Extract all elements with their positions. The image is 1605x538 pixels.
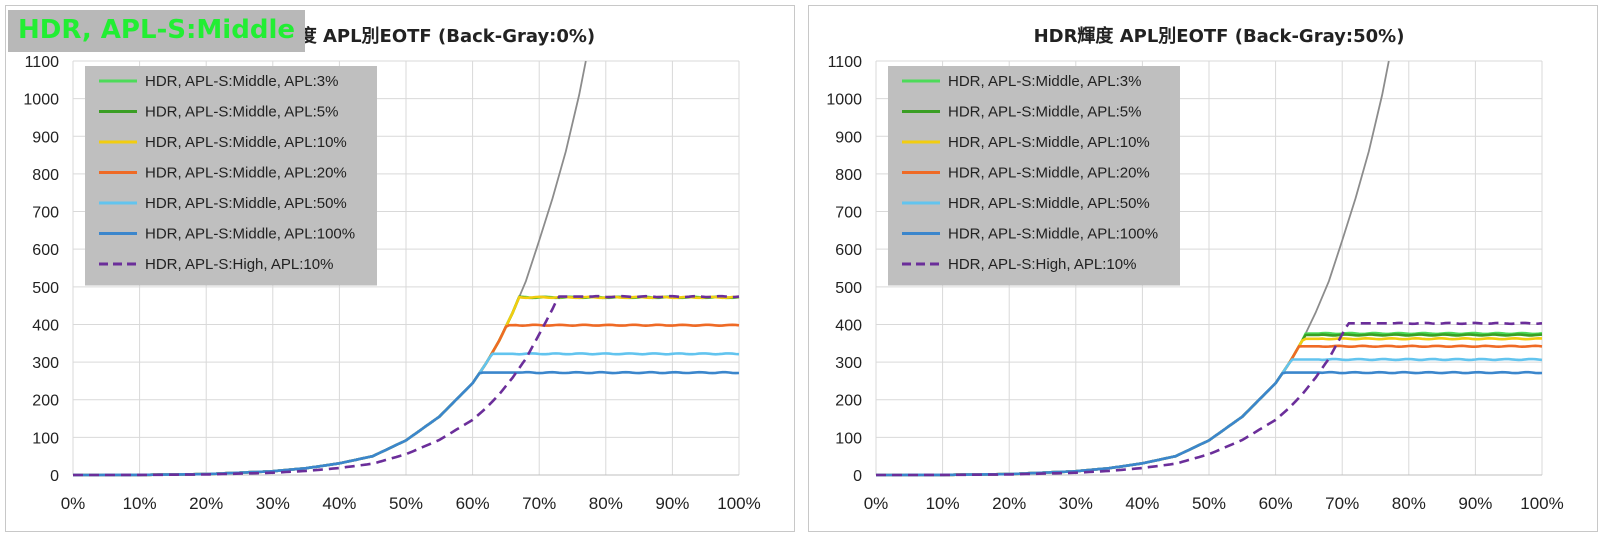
x-tick-label: 50% <box>389 494 423 513</box>
chart-title: HDR輝度 APL別EOTF (Back-Gray:0%) <box>237 25 595 47</box>
legend-label: HDR, APL-S:High, APL:10% <box>145 256 333 273</box>
y-tick-label: 500 <box>32 280 59 297</box>
legend-label: HDR, APL-S:Middle, APL:3% <box>145 73 338 90</box>
x-tick-label: 10% <box>123 494 157 513</box>
y-tick-label: 900 <box>835 129 862 146</box>
y-tick-label: 0 <box>50 468 59 485</box>
legend-label: HDR, APL-S:High, APL:10% <box>948 256 1136 273</box>
x-tick-label: 0% <box>61 494 86 513</box>
series-line <box>73 294 740 477</box>
x-tick-label: 90% <box>655 494 689 513</box>
legend-label: HDR, APL-S:Middle, APL:10% <box>145 134 347 151</box>
legend-label: HDR, APL-S:Middle, APL:50% <box>145 195 347 212</box>
y-tick-label: 600 <box>32 242 59 259</box>
y-tick-label: 100 <box>32 430 59 447</box>
y-tick-label: 600 <box>835 242 862 259</box>
y-tick-label: 800 <box>835 167 862 184</box>
y-tick-label: 400 <box>32 317 59 334</box>
chart-panel-right: HDR輝度 APL別EOTF (Back-Gray:50%) 0 100 200 300… <box>808 5 1598 532</box>
y-tick-label: 1100 <box>828 54 863 71</box>
y-tick-label: 900 <box>32 129 59 146</box>
y-tick-label: 1000 <box>23 92 59 109</box>
y-tick-label: 700 <box>835 205 862 222</box>
legend-box <box>85 66 377 286</box>
x-tick-label: 20% <box>992 494 1026 513</box>
chart-panel-left: HDR輝度 APL別EOTF (Back-Gray:0%) 0 100 200 300 4… <box>5 5 795 532</box>
x-tick-label: 30% <box>256 494 290 513</box>
x-tick-label: 100% <box>717 494 760 513</box>
y-tick-label: 300 <box>32 355 59 372</box>
legend-label: HDR, APL-S:Middle, APL:100% <box>948 226 1158 243</box>
x-tick-label: 80% <box>1392 494 1426 513</box>
legend-label: HDR, APL-S:Middle, APL:20% <box>948 165 1150 182</box>
overlay-label: HDR, APL-S:Middle <box>8 10 305 52</box>
x-tick-label: 60% <box>1259 494 1293 513</box>
y-tick-label: 1100 <box>25 54 60 71</box>
x-tick-label: 70% <box>522 494 556 513</box>
y-tick-label: 800 <box>32 167 59 184</box>
y-tick-label: 400 <box>835 317 862 334</box>
y-tick-label: 0 <box>853 468 862 485</box>
x-tick-label: 60% <box>456 494 490 513</box>
x-tick-label: 40% <box>322 494 356 513</box>
chart-title: HDR輝度 APL別EOTF (Back-Gray:50%) <box>1034 25 1405 47</box>
legend-label: HDR, APL-S:Middle, APL:100% <box>145 226 355 243</box>
x-tick-label: 90% <box>1458 494 1492 513</box>
series-line <box>73 370 740 477</box>
legend-box <box>888 66 1180 286</box>
y-tick-label: 1000 <box>826 92 862 109</box>
legend-label: HDR, APL-S:Middle, APL:3% <box>948 73 1141 90</box>
legend-label: HDR, APL-S:Middle, APL:10% <box>948 134 1150 151</box>
x-tick-label: 40% <box>1125 494 1159 513</box>
series-line <box>876 370 1543 477</box>
x-tick-label: 0% <box>864 494 889 513</box>
x-tick-label: 30% <box>1059 494 1093 513</box>
y-tick-label: 700 <box>32 205 59 222</box>
y-tick-label: 100 <box>835 430 862 447</box>
legend-label: HDR, APL-S:Middle, APL:20% <box>145 165 347 182</box>
x-tick-label: 70% <box>1325 494 1359 513</box>
series-line <box>876 321 1543 477</box>
x-tick-label: 20% <box>189 494 223 513</box>
x-tick-label: 10% <box>926 494 960 513</box>
y-tick-label: 500 <box>835 280 862 297</box>
eotf-chart-back-gray-50: HDR輝度 APL別EOTF (Back-Gray:50%) 0 100 200 300… <box>826 25 1563 513</box>
eotf-chart-back-gray-0: HDR輝度 APL別EOTF (Back-Gray:0%) 0 100 200 300 4… <box>23 25 760 513</box>
y-tick-label: 300 <box>835 355 862 372</box>
legend-label: HDR, APL-S:Middle, APL:5% <box>948 104 1141 121</box>
x-tick-label: 100% <box>1520 494 1563 513</box>
y-tick-label: 200 <box>32 393 59 410</box>
legend-label: HDR, APL-S:Middle, APL:50% <box>948 195 1150 212</box>
x-tick-label: 80% <box>589 494 623 513</box>
legend-label: HDR, APL-S:Middle, APL:5% <box>145 104 338 121</box>
y-tick-label: 200 <box>835 393 862 410</box>
x-tick-label: 50% <box>1192 494 1226 513</box>
